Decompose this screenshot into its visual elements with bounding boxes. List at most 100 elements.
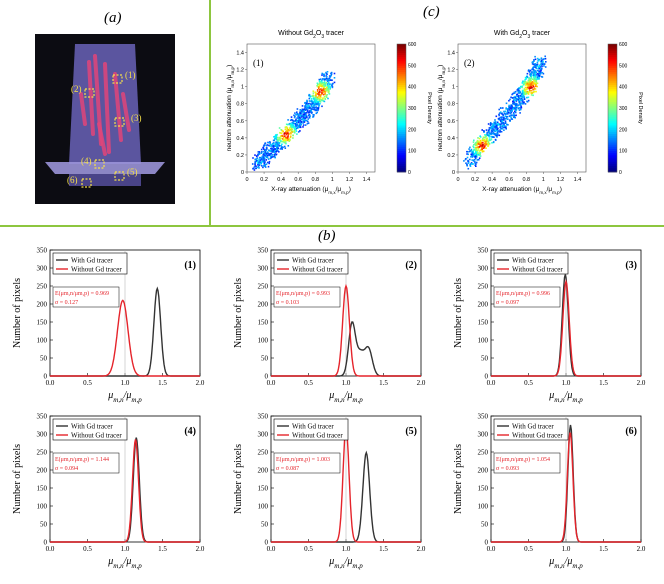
colorbar-step <box>397 71 406 75</box>
scatter-point <box>264 157 266 159</box>
scatter-point <box>294 112 296 114</box>
scatter-point <box>516 98 518 101</box>
scatter-point <box>258 167 260 169</box>
scatter-point <box>512 97 514 99</box>
scatter-point <box>535 67 538 70</box>
legend-label-with: With Gd tracer <box>292 257 334 265</box>
histogram-panel-label: (1) <box>184 260 196 271</box>
scatter-point <box>282 135 285 138</box>
scatter-point <box>479 155 482 157</box>
scatter-point <box>305 103 307 106</box>
scatter-point <box>496 135 498 137</box>
scatter-point <box>470 163 472 165</box>
scatter-point <box>268 162 270 165</box>
scatter-point <box>515 109 517 112</box>
scatter-point <box>521 81 524 84</box>
scatter-point <box>531 74 533 77</box>
scatter-point <box>322 81 324 84</box>
scatter-point <box>327 84 330 87</box>
scatter-point <box>490 125 493 128</box>
colorbar-step <box>397 99 406 102</box>
scatter-point <box>320 91 323 94</box>
scatter-point <box>262 159 264 161</box>
scatter-point <box>480 149 482 151</box>
mean-annotation: E(μm,n/μm,p) = 0.996 <box>496 290 550 297</box>
scatter-point <box>319 94 321 96</box>
scatter-point <box>260 148 263 151</box>
scatter-point <box>502 118 505 120</box>
scatter-point <box>304 112 306 114</box>
scatter-point <box>291 131 293 133</box>
colorbar-step <box>397 73 406 77</box>
scatter-point <box>528 78 531 81</box>
scatter-point <box>307 103 310 105</box>
scatter-point <box>503 123 505 125</box>
scatter-point <box>298 116 301 119</box>
scatter-point <box>307 105 309 108</box>
scatter-point <box>290 126 292 129</box>
scatter-point <box>273 142 275 145</box>
scatter-point <box>484 134 487 137</box>
scatter-point <box>511 107 513 109</box>
scatter-point <box>267 158 270 160</box>
scatter-point <box>270 155 273 158</box>
annotation-box <box>493 286 561 308</box>
scatter-point <box>530 83 532 85</box>
scatter-point <box>326 79 328 81</box>
scatter-point <box>320 83 322 85</box>
scatter-point <box>326 73 328 76</box>
scatter-point <box>540 75 543 78</box>
colorbar-step <box>608 63 617 66</box>
scatter-point <box>527 93 530 95</box>
scatter-point <box>257 160 259 163</box>
roi-label-3: (3) <box>131 113 142 123</box>
scatter-point <box>307 109 309 112</box>
scatter-point <box>283 133 285 135</box>
scatter-point <box>271 147 274 150</box>
scatter-point <box>526 85 529 87</box>
scatter-title: Without Gd2O3 tracer <box>278 30 345 40</box>
scatter-point <box>517 89 520 92</box>
scatter-point <box>315 109 318 112</box>
scatter-point <box>486 131 488 134</box>
colorbar-step <box>397 163 406 166</box>
histogram-panel-label: (5) <box>405 426 417 437</box>
histogram-5: 0 50 100 150 200 250 300 350 0.0 0.5 1.0 1.5 2.0 Numb… <box>233 413 426 571</box>
scatter-point <box>492 135 494 138</box>
scatter-point <box>254 164 256 166</box>
colorbar-step <box>397 116 406 120</box>
scatter-point <box>532 94 534 97</box>
scatter-point <box>478 154 481 157</box>
scatter-point <box>266 151 269 153</box>
y-tick-label: 50 <box>261 521 269 529</box>
scatter-point <box>281 147 283 149</box>
tracer-streak <box>79 92 87 126</box>
scatter-point <box>473 139 475 142</box>
colorbar-step <box>397 112 406 115</box>
scatter-point <box>508 115 511 117</box>
scatter-point <box>501 128 504 130</box>
scatter-point <box>537 60 540 62</box>
scatter-point <box>480 145 482 148</box>
scatter-point <box>285 133 288 136</box>
scatter-point <box>473 148 475 151</box>
scatter-point <box>274 150 276 152</box>
scatter-point <box>269 145 271 147</box>
scatter-point <box>308 116 311 118</box>
scatter-point <box>505 117 508 120</box>
scatter-point <box>500 123 502 126</box>
colorbar-step <box>397 161 406 164</box>
scatter-point <box>302 114 305 117</box>
scatter-point <box>523 83 525 86</box>
scatter-point <box>261 165 263 167</box>
y-tick-label: 0.8 <box>236 102 244 108</box>
scatter-point <box>277 147 279 150</box>
scatter-point <box>305 106 308 108</box>
scatter-point <box>489 132 492 135</box>
scatter-point <box>306 110 309 113</box>
scatter-point <box>521 91 524 93</box>
scatter-point <box>514 110 516 113</box>
scatter-point <box>504 110 507 113</box>
scatter-point <box>257 153 259 156</box>
scatter-point <box>463 160 465 162</box>
